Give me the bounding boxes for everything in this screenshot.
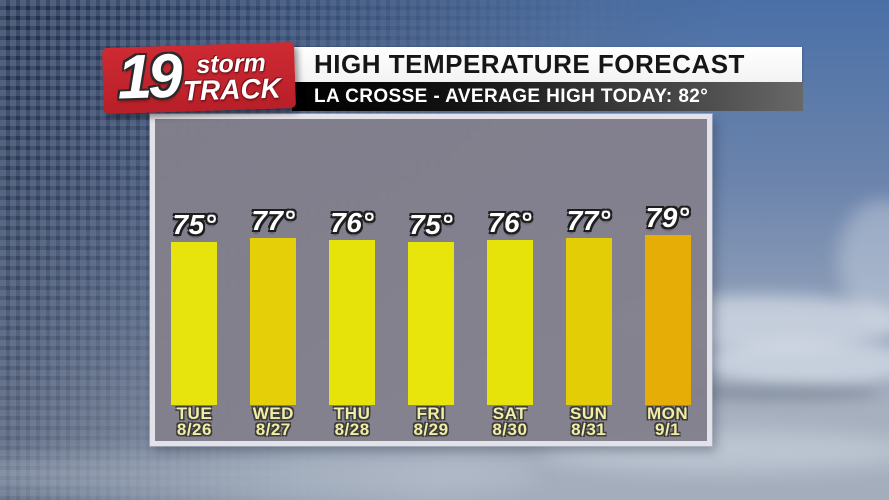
temperature-label: 75° — [172, 209, 217, 240]
date-label: 8/26 — [176, 420, 212, 439]
logo-channel-number: 19 — [116, 41, 180, 113]
date-label: 8/29 — [413, 420, 449, 439]
cloud-decoration — [700, 340, 889, 385]
temperature-label: 79° — [645, 202, 690, 233]
day-label: SUN — [570, 404, 608, 423]
date-label: 8/31 — [571, 420, 607, 439]
date-label: 8/28 — [334, 420, 370, 439]
title-bar: HIGH TEMPERATURE FORECAST — [292, 47, 802, 82]
date-label: 9/1 — [655, 420, 681, 439]
forecast-chart-panel: 75° TUE 8/26 77° WED 8/27 76° THU 8/28 7… — [150, 114, 712, 446]
temperature-bar — [486, 240, 533, 405]
temperature-bar — [644, 235, 691, 405]
date-label: 8/30 — [492, 420, 528, 439]
logo-track-text: TRACK — [182, 72, 282, 107]
day-block: THU 8/28 — [334, 405, 370, 441]
day-block: WED 8/27 — [253, 405, 294, 441]
day-label: SAT — [492, 404, 527, 423]
station-logo: 19 storm TRACK — [102, 42, 296, 114]
forecast-column: 75° TUE 8/26 — [155, 119, 234, 441]
date-label: 8/27 — [255, 420, 291, 439]
forecast-column: 77° SUN 8/31 — [549, 119, 628, 441]
day-block: FRI 8/29 — [413, 405, 448, 441]
day-label: FRI — [416, 404, 446, 423]
forecast-columns: 75° TUE 8/26 77° WED 8/27 76° THU 8/28 7… — [155, 119, 707, 441]
cloud-decoration — [838, 200, 889, 320]
temperature-bar — [565, 238, 612, 405]
forecast-column: 76° SAT 8/30 — [470, 119, 549, 441]
day-label: WED — [252, 404, 294, 423]
page-title: HIGH TEMPERATURE FORECAST — [314, 49, 745, 79]
day-block: TUE 8/26 — [177, 405, 213, 441]
forecast-column: 75° FRI 8/29 — [392, 119, 471, 441]
temperature-label: 75° — [409, 209, 453, 240]
subtitle-bar: LA CROSSE - AVERAGE HIGH TODAY: 82° — [292, 82, 803, 111]
day-label: MON — [647, 404, 689, 423]
temperature-label: 77° — [566, 205, 611, 236]
day-block: MON 9/1 — [647, 405, 688, 441]
day-label: TUE — [176, 404, 213, 423]
day-label: THU — [333, 404, 371, 423]
subtitle-text: LA CROSSE - AVERAGE HIGH TODAY: 82° — [314, 85, 709, 107]
temperature-bar — [171, 242, 218, 405]
day-block: SUN 8/31 — [570, 405, 607, 441]
temperature-label: 76° — [487, 207, 532, 238]
temperature-bar — [250, 238, 297, 405]
temperature-bar — [329, 240, 376, 405]
temperature-bar — [408, 242, 454, 405]
forecast-column: 76° THU 8/28 — [313, 119, 392, 441]
forecast-column: 77° WED 8/27 — [234, 119, 313, 441]
temperature-label: 77° — [251, 205, 296, 236]
forecast-column: 79° MON 9/1 — [628, 119, 707, 441]
day-block: SAT 8/30 — [492, 405, 527, 441]
cloud-decoration — [0, 450, 540, 500]
temperature-label: 76° — [330, 207, 375, 238]
